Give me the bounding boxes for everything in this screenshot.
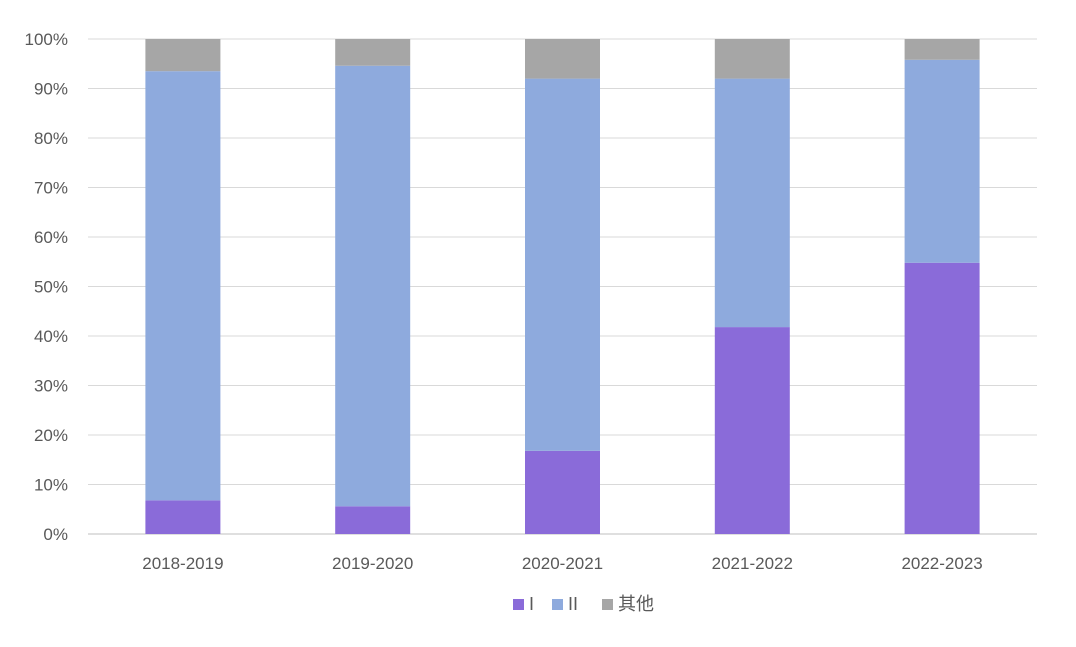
x-tick-label: 2020-2021: [522, 554, 603, 573]
bar-segment: [525, 39, 600, 79]
legend-swatch: [513, 599, 524, 610]
bar-segment: [904, 262, 980, 534]
bar-segment: [525, 78, 600, 451]
y-tick-label: 70%: [34, 179, 68, 198]
axes: 0% 10% 20% 30% 40% 50% 60% 70% 80% 90% 100% 2018-20…: [25, 30, 983, 573]
legend-label: II: [568, 594, 578, 614]
x-tick-label: 2019-2020: [332, 554, 413, 573]
y-tick-label: 30%: [34, 377, 68, 396]
legend-item: I: [513, 594, 534, 614]
bar-segment: [145, 39, 221, 72]
legend-item: 其他: [602, 594, 654, 614]
bars: [145, 39, 980, 534]
bar-segment: [145, 71, 221, 501]
bar-segment: [335, 506, 411, 534]
y-tick-label: 0%: [43, 525, 68, 544]
legend: I II 其他: [513, 594, 654, 614]
y-tick-label: 10%: [34, 476, 68, 495]
bar-segment: [904, 39, 980, 60]
y-tick-label: 40%: [34, 327, 68, 346]
x-tick-label: 2022-2023: [901, 554, 982, 573]
bar-segment: [525, 450, 600, 534]
legend-swatch: [552, 599, 563, 610]
bar-segment: [904, 59, 980, 263]
y-tick-label: 20%: [34, 426, 68, 445]
x-tick-label: 2018-2019: [142, 554, 223, 573]
y-tick-label: 60%: [34, 228, 68, 247]
legend-label: I: [529, 594, 534, 614]
legend-swatch: [602, 599, 613, 610]
bar-segment: [714, 327, 790, 534]
legend-label: 其他: [618, 594, 654, 614]
bar-segment: [714, 39, 790, 79]
y-tick-label: 50%: [34, 278, 68, 297]
x-tick-label: 2021-2022: [712, 554, 793, 573]
y-tick-label: 90%: [34, 80, 68, 99]
y-tick-label: 80%: [34, 129, 68, 148]
bar-segment: [145, 500, 221, 534]
y-tick-label: 100%: [25, 30, 68, 49]
bar-segment: [714, 78, 790, 328]
bar-segment: [335, 65, 411, 507]
legend-item: II: [552, 594, 578, 614]
bar-segment: [335, 39, 411, 66]
